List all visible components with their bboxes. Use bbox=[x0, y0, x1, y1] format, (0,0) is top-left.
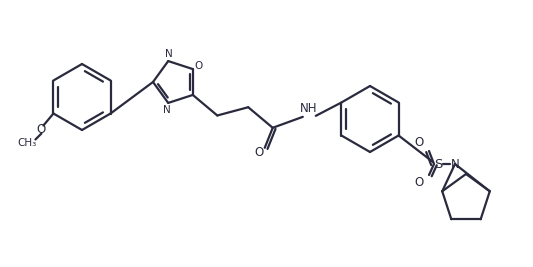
Text: O: O bbox=[414, 176, 424, 190]
Text: N: N bbox=[450, 158, 459, 171]
Text: CH₃: CH₃ bbox=[18, 139, 37, 148]
Text: N: N bbox=[165, 49, 173, 59]
Text: O: O bbox=[195, 61, 203, 71]
Text: NH: NH bbox=[300, 102, 318, 115]
Text: O: O bbox=[37, 123, 46, 136]
Text: N: N bbox=[163, 105, 171, 115]
Text: S: S bbox=[434, 158, 442, 171]
Text: O: O bbox=[254, 146, 263, 159]
Text: O: O bbox=[414, 136, 424, 150]
